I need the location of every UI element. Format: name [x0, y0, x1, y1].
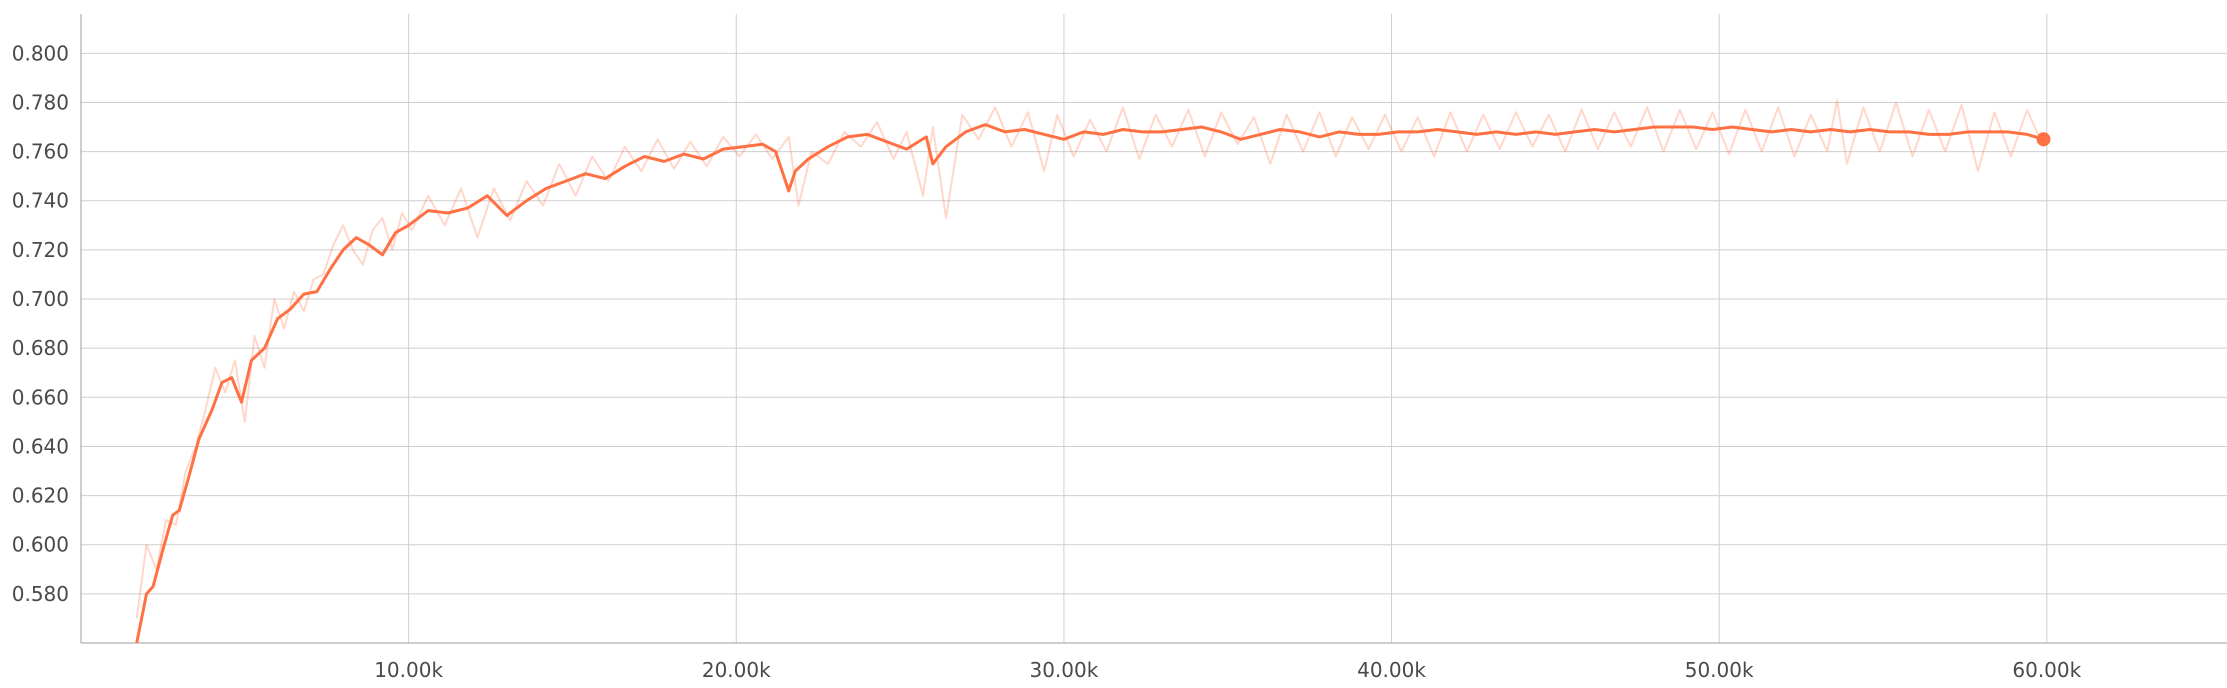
last-point-marker[interactable]	[2036, 132, 2051, 147]
y-tick-label: 0.780	[12, 90, 69, 114]
y-tick-label: 0.620	[12, 484, 69, 508]
x-tick-label: 20.00k	[702, 658, 771, 682]
y-tick-label: 0.600	[12, 533, 69, 557]
x-tick-label: 50.00k	[1685, 658, 1754, 682]
y-tick-label: 0.580	[12, 582, 69, 606]
y-tick-label: 0.660	[12, 385, 69, 409]
y-tick-label: 0.760	[12, 140, 69, 164]
y-tick-label: 0.740	[12, 189, 69, 213]
y-tick-label: 0.640	[12, 434, 69, 458]
x-tick-label: 10.00k	[374, 658, 443, 682]
x-tick-label: 60.00k	[2012, 658, 2081, 682]
x-tick-label: 30.00k	[1029, 658, 1098, 682]
y-tick-labels: 0.580 0.600 0.620 0.640 0.660 0.680 0.700 0.720…	[12, 41, 69, 606]
series-layer	[135, 99, 2051, 644]
x-tick-label: 40.00k	[1357, 658, 1426, 682]
y-tick-label: 0.800	[12, 41, 69, 65]
y-tick-label: 0.720	[12, 238, 69, 262]
smoothed-series-line	[135, 123, 2044, 644]
y-gridlines	[81, 52, 2227, 595]
x-tick-labels: 10.00k 20.00k 30.00k 40.00k 50.00k 60.00k	[374, 658, 2081, 682]
x-gridlines	[408, 14, 2048, 643]
y-tick-label: 0.700	[12, 287, 69, 311]
raw-series-line	[135, 99, 2045, 619]
y-tick-label: 0.680	[12, 336, 69, 360]
